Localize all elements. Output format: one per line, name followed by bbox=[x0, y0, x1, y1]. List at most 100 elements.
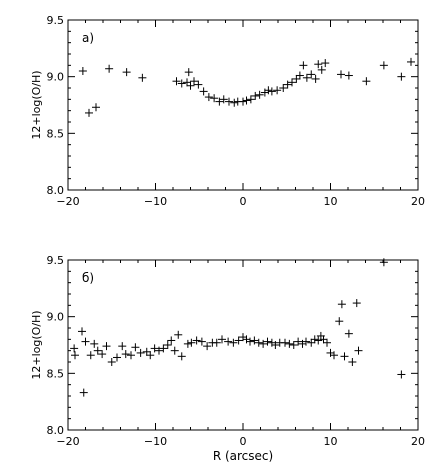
data-point-plus bbox=[204, 93, 213, 102]
data-point-plus bbox=[330, 351, 338, 360]
data-point-plus bbox=[224, 337, 233, 346]
data-point-plus bbox=[335, 317, 344, 326]
data-point-plus bbox=[283, 80, 292, 89]
data-point-plus bbox=[186, 81, 195, 90]
data-point-plus bbox=[337, 300, 346, 309]
data-point-plus bbox=[197, 337, 206, 346]
data-point-plus bbox=[159, 344, 168, 353]
data-point-plus bbox=[379, 61, 388, 70]
panel-b: −20 −10 0 10 20 8.0 8.5 9.0 9.5 12+log(O/H) R (arc… bbox=[30, 254, 425, 463]
panel-label: a) bbox=[82, 31, 94, 45]
data-point-plus bbox=[167, 336, 176, 345]
data-point-plus bbox=[337, 70, 345, 79]
data-point-plus bbox=[92, 103, 100, 112]
data-point-plus bbox=[294, 337, 303, 346]
data-point-plus bbox=[190, 77, 198, 86]
data-point-plus bbox=[273, 86, 282, 95]
y-tick-label: 8.0 bbox=[47, 184, 65, 197]
x-tick-label: −10 bbox=[144, 195, 167, 208]
x-tick-label: 0 bbox=[240, 195, 247, 208]
data-point-plus bbox=[321, 59, 330, 68]
x-tick-label: −20 bbox=[56, 195, 79, 208]
data-point-plus bbox=[102, 342, 111, 351]
data-point-plus bbox=[250, 336, 259, 345]
data-point-plus bbox=[187, 338, 196, 347]
x-tick-label: −20 bbox=[56, 435, 79, 448]
data-point-plus bbox=[298, 339, 307, 348]
data-point-plus bbox=[348, 358, 357, 366]
data-point-plus bbox=[289, 341, 298, 349]
data-point-plus bbox=[90, 339, 99, 348]
x-tick-label: 0 bbox=[240, 435, 247, 448]
data-point-plus bbox=[344, 329, 353, 338]
data-point-plus bbox=[251, 91, 260, 100]
data-point-plus bbox=[285, 339, 294, 348]
data-point-plus bbox=[85, 108, 93, 117]
data-point-plus bbox=[314, 336, 323, 345]
data-point-plus bbox=[194, 80, 203, 89]
data-point-plus bbox=[70, 344, 79, 353]
data-point-plus bbox=[184, 68, 193, 77]
data-point-plus bbox=[397, 72, 406, 81]
data-point-plus bbox=[210, 94, 219, 103]
data-point-plus bbox=[362, 77, 371, 86]
data-point-plus bbox=[229, 338, 238, 347]
x-tick-label: 10 bbox=[324, 195, 338, 208]
data-point-plus bbox=[218, 335, 226, 344]
data-point-plus bbox=[113, 353, 121, 362]
data-point-plus bbox=[344, 71, 353, 80]
data-point-plus bbox=[239, 333, 247, 342]
data-point-plus bbox=[225, 97, 233, 106]
y-tick-label: 8.5 bbox=[47, 127, 65, 140]
data-point-plus bbox=[302, 337, 310, 346]
data-point-plus bbox=[326, 348, 335, 357]
data-point-plus bbox=[98, 350, 107, 359]
data-point-plus bbox=[142, 347, 151, 356]
data-point-plus bbox=[71, 351, 79, 360]
x-axis-label: R (arcsec) bbox=[213, 449, 273, 463]
data-point-plus bbox=[170, 346, 179, 355]
data-point-plus bbox=[288, 78, 296, 87]
data-point-plus bbox=[172, 77, 181, 86]
data-point-plus bbox=[239, 97, 247, 106]
data-point-plus bbox=[397, 370, 406, 379]
data-point-plus bbox=[78, 327, 86, 336]
data-point-plus bbox=[131, 343, 140, 352]
data-point-plus bbox=[121, 350, 130, 359]
data-point-plus bbox=[155, 346, 163, 355]
data-point-plus bbox=[354, 346, 363, 355]
data-point-plus bbox=[192, 336, 201, 345]
data-point-plus bbox=[212, 338, 221, 347]
y-axis-label: 12+log(O/H) bbox=[30, 310, 43, 379]
y-tick-label: 9.5 bbox=[47, 14, 65, 27]
data-point-plus bbox=[183, 78, 191, 87]
data-point-plus bbox=[78, 67, 87, 75]
data-point-plus bbox=[352, 299, 361, 308]
data-point-plus bbox=[136, 348, 145, 357]
data-point-plus bbox=[260, 88, 269, 97]
data-point-plus bbox=[340, 352, 349, 361]
data-point-plus bbox=[146, 351, 155, 360]
data-point-plus bbox=[122, 68, 131, 77]
data-point-plus bbox=[203, 342, 212, 351]
data-point-plus bbox=[379, 258, 388, 267]
data-point-plus bbox=[307, 338, 316, 347]
data-point-plus bbox=[118, 342, 127, 351]
x-tick-label: 20 bbox=[411, 195, 425, 208]
data-point-plus bbox=[314, 60, 323, 69]
y-tick-label: 8.5 bbox=[47, 367, 65, 380]
data-point-plus bbox=[234, 336, 243, 345]
data-point-plus bbox=[302, 73, 311, 82]
y-tick-label: 9.0 bbox=[47, 71, 65, 84]
y-axis-label: 12+log(O/H) bbox=[30, 70, 43, 139]
data-point-plus bbox=[242, 96, 251, 105]
data-point-plus bbox=[317, 65, 326, 74]
data-point-plus bbox=[177, 352, 186, 361]
data-point-plus bbox=[219, 95, 228, 104]
data-point-plus bbox=[299, 61, 308, 70]
data-point-plus bbox=[81, 337, 90, 346]
data-point-plus bbox=[177, 79, 186, 88]
data-point-plus bbox=[105, 64, 114, 73]
y-tick-label: 8.0 bbox=[47, 424, 65, 437]
data-point-plus bbox=[281, 338, 289, 347]
